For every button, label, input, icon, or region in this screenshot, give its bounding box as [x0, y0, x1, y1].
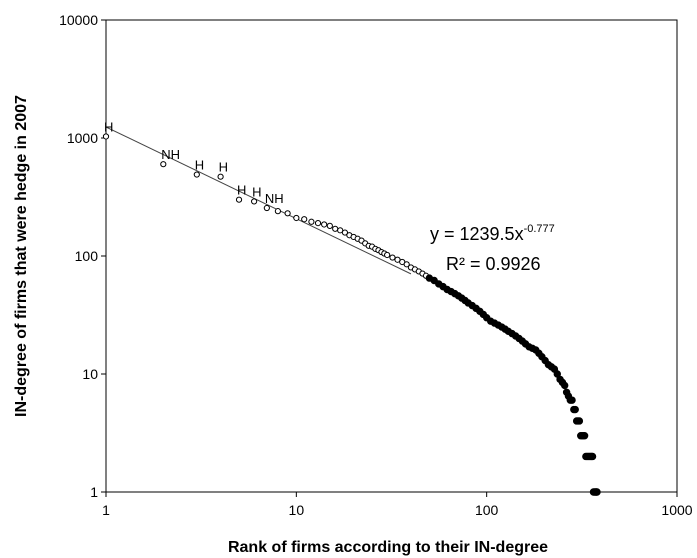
data-point	[284, 210, 291, 217]
data-point	[321, 221, 328, 228]
data-point	[389, 254, 396, 261]
tick-labels: 1 10 100 1000 1 10 100 1000 10000	[59, 12, 693, 518]
data-point	[580, 431, 589, 440]
data-point	[235, 196, 243, 203]
y-tick-label: 10	[82, 366, 98, 382]
r-squared-label: R² = 0.9926	[446, 254, 541, 274]
data-point	[571, 405, 579, 414]
point-label: H	[219, 160, 228, 175]
data-point	[326, 222, 333, 229]
point-label: H	[195, 158, 204, 173]
data-point	[263, 204, 270, 212]
data-point	[293, 214, 300, 222]
y-tick-label: 1000	[67, 130, 98, 146]
x-tick-label: 1000	[661, 502, 692, 518]
point-label: NH	[265, 191, 284, 206]
x-tick-label: 10	[289, 502, 305, 518]
trendline	[105, 126, 412, 275]
data-point	[560, 381, 569, 390]
trendline-equation: y = 1239.5x-0.777	[430, 223, 555, 244]
trendline-equation-exponent: -0.777	[524, 223, 555, 235]
point-label: H	[104, 119, 113, 134]
data-point	[274, 208, 281, 215]
y-tick-label: 1	[90, 484, 98, 500]
data-point	[332, 225, 339, 232]
data-point	[568, 396, 576, 404]
data-point	[403, 261, 410, 268]
trendline-equation-base: y = 1239.5x	[430, 224, 524, 244]
data-point	[588, 452, 597, 461]
data-point	[193, 171, 200, 178]
data-point	[301, 216, 308, 223]
y-axis-title: IN-degree of firms that were hedge in 20…	[13, 95, 30, 417]
y-tick-label: 100	[75, 248, 99, 264]
data-point	[217, 173, 224, 180]
data-point	[593, 488, 601, 496]
point-label: NH	[161, 147, 180, 162]
data-point	[575, 417, 584, 425]
data-point	[160, 161, 167, 168]
point-label: H	[237, 183, 246, 198]
x-tick-label: 1	[102, 502, 110, 518]
y-tick-label: 10000	[59, 12, 98, 28]
data-points	[102, 133, 601, 496]
point-label: H	[252, 184, 261, 199]
data-point	[341, 229, 349, 236]
x-tick-label: 100	[475, 502, 499, 518]
data-point	[308, 218, 315, 225]
data-point	[384, 251, 391, 259]
data-point	[251, 198, 258, 205]
data-point	[314, 220, 322, 227]
x-axis-title: Rank of firms according to their IN-degr…	[228, 539, 548, 556]
data-point	[102, 133, 110, 140]
